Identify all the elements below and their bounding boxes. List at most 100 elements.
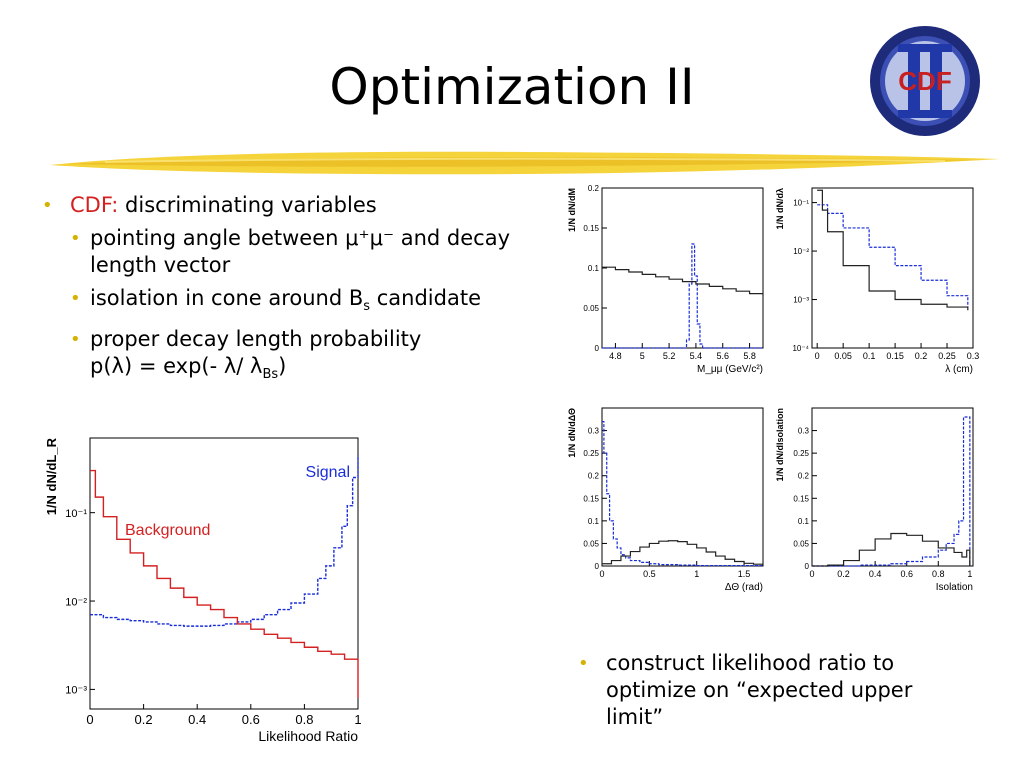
x-tick-label: 0 — [86, 712, 93, 727]
signal-annotation: Signal — [306, 464, 350, 481]
x-tick-label: 1 — [354, 712, 361, 727]
x-tick-label: 0.4 — [188, 712, 206, 727]
y-axis-label: 1/N dN/dIsolation — [775, 408, 785, 482]
x-tick-label: 0.1 — [863, 351, 876, 361]
x-tick-label: 0.5 — [643, 569, 656, 579]
x-tick-label: 5.4 — [690, 351, 703, 361]
signal-curve — [602, 420, 764, 567]
y-tick-label: 0 — [595, 562, 600, 571]
cdf-logo: CDF — [870, 26, 980, 136]
y-axis-label: 1/N dN/dΔΘ — [567, 408, 577, 458]
y-tick-label: 0.2 — [798, 472, 810, 481]
sub1-muons: μ⁺μ⁻ — [345, 226, 395, 250]
x-tick-label: 0 — [809, 569, 814, 579]
plot-frame — [89, 437, 359, 710]
y-tick-label: 0.3 — [588, 427, 600, 436]
y-tick-label: 10⁻² — [793, 247, 809, 256]
x-axis-label: Isolation — [936, 582, 973, 593]
y-tick-label: 10⁻³ — [65, 685, 87, 697]
plot-frame — [601, 187, 764, 349]
bullet-list-likelihood: construct likelihood ratio to optimize o… — [576, 650, 936, 731]
logo-disc — [885, 41, 965, 121]
signal-curve — [602, 243, 763, 349]
y-tick-label: 0.15 — [583, 224, 599, 233]
y-tick-label: 10⁻³ — [793, 296, 809, 305]
plot-likelihood: 0 0.2 0.4 0.6 0.8 1 10⁻³ 10⁻² 10⁻¹ Likelihood Rat… — [44, 437, 362, 744]
y-tick-label: 0 — [595, 344, 600, 353]
bullet-construct-text: construct likelihood ratio to optimize o… — [606, 651, 913, 729]
yellow-brush-divider — [50, 151, 1000, 175]
sub1-text-c: and decay length vector — [90, 226, 510, 277]
y-tick-label: 10⁻¹ — [65, 508, 87, 520]
x-axis-label: M_μμ (GeV/c²) — [697, 364, 763, 375]
sub-bullet-decay: proper decay length probability p(λ) = e… — [70, 326, 520, 388]
background-curve — [602, 540, 764, 566]
logo-bar-bottom — [898, 110, 952, 118]
x-tick-label: 5.2 — [663, 351, 676, 361]
x-tick-label: 0 — [599, 569, 604, 579]
bullet-list-variables: CDF: discriminating variables pointing a… — [40, 192, 520, 388]
background-curve — [817, 189, 969, 311]
x-tick-label: 0.2 — [837, 569, 850, 579]
x-tick-label: 0.05 — [834, 351, 852, 361]
y-axis-label: 1/N dN/dM — [567, 188, 577, 232]
y-tick-label: 0.2 — [588, 184, 600, 193]
x-tick-label: 0.6 — [242, 712, 260, 727]
y-tick-label: 0.3 — [798, 427, 810, 436]
x-tick-label: 0.15 — [886, 351, 904, 361]
y-tick-label: 0.25 — [793, 449, 809, 458]
y-tick-label: 0.25 — [583, 449, 599, 458]
x-tick-label: 1 — [967, 569, 972, 579]
x-tick-label: 0.8 — [295, 712, 313, 727]
sub-bullet-isolation: isolation in cone around Bs candidate — [70, 285, 520, 320]
y-tick-label: 10⁻¹ — [793, 199, 809, 208]
y-tick-label: 0.05 — [793, 539, 809, 548]
x-tick-label: 5 — [640, 351, 645, 361]
logo-bar-left — [908, 46, 920, 116]
x-tick-label: 0 — [815, 351, 820, 361]
y-tick-label: 0.1 — [588, 517, 600, 526]
y-tick-label: 0.15 — [583, 494, 599, 503]
y-tick-label: 0.1 — [798, 517, 810, 526]
sub3-text-a: proper decay length probability — [90, 327, 422, 352]
y-tick-label: 0.15 — [793, 494, 809, 503]
plot-frame — [811, 187, 974, 349]
bullet-construct: construct likelihood ratio to optimize o… — [576, 650, 936, 731]
y-axis-label: 1/N dN/dλ — [775, 188, 785, 230]
x-axis-label: ΔΘ (rad) — [725, 582, 763, 593]
y-tick-label: 0.2 — [588, 472, 600, 481]
sub2-text-a: isolation in cone around B — [90, 286, 364, 310]
x-tick-label: 0.4 — [869, 569, 882, 579]
background-curve — [812, 532, 971, 567]
background-annotation: Background — [125, 522, 210, 539]
y-tick-label: 0.1 — [588, 264, 600, 273]
x-tick-label: 5.6 — [716, 351, 729, 361]
signal-curve — [812, 416, 971, 567]
x-tick-label: 0.3 — [967, 351, 980, 361]
plot-isolation: 0 0.2 0.4 0.6 0.8 1 0 0.05 0.1 0.15 0.2 0.25 0.3 Isol… — [775, 407, 974, 593]
sub2-text-b: candidate — [376, 286, 481, 310]
sub3-subscript: Bs — [262, 367, 279, 383]
sub-bullet-pointing: pointing angle between μ⁺μ⁻ and decay le… — [70, 225, 520, 279]
sub2-subscript: s — [363, 299, 371, 315]
x-tick-label: 1.5 — [738, 569, 751, 579]
x-tick-label: 5.8 — [743, 351, 756, 361]
y-tick-label: 10⁻⁴ — [792, 344, 809, 353]
logo-bar-right — [930, 46, 942, 116]
y-tick-label: 10⁻² — [65, 596, 87, 608]
background-curve — [90, 469, 359, 698]
plot-frame — [811, 407, 974, 567]
x-tick-label: 0.2 — [915, 351, 928, 361]
bullet-cdf-text: discriminating variables — [125, 193, 377, 217]
y-tick-label: 0.05 — [583, 539, 599, 548]
signal-curve — [90, 454, 359, 627]
plot-frame — [601, 407, 764, 567]
x-tick-label: 0.6 — [900, 569, 913, 579]
signal-curve — [817, 204, 969, 308]
x-axis-label: Likelihood Ratio — [258, 728, 358, 744]
x-tick-label: 4.8 — [609, 351, 622, 361]
sub3-formula: p(λ) = exp(- λ/ λ — [90, 354, 263, 379]
cdf-prefix: CDF: — [70, 193, 119, 217]
bullet-cdf: CDF: discriminating variables pointing a… — [40, 192, 520, 388]
sub1-text-a: pointing angle between — [90, 226, 339, 250]
